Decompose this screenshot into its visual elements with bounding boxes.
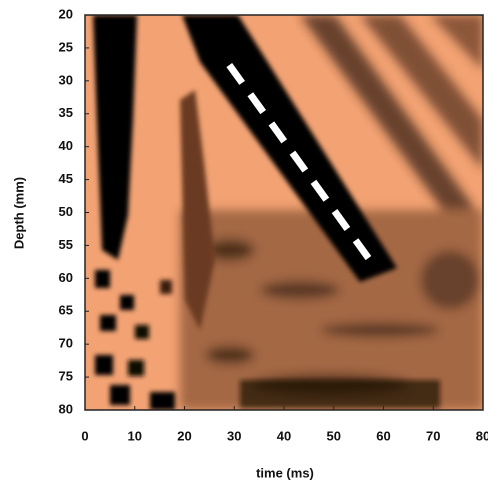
x-tick-label: 0 (81, 428, 88, 443)
y-tick-label: 55 (59, 237, 73, 252)
y-tick-label: 60 (59, 270, 73, 285)
y-tick-label: 25 (59, 39, 73, 54)
x-tick-label: 30 (227, 428, 241, 443)
y-tick-label: 50 (59, 204, 73, 219)
y-tick-label: 70 (59, 336, 73, 351)
y-tick-label: 65 (59, 303, 73, 318)
y-tick-label: 40 (59, 138, 73, 153)
x-axis-label: time (ms) (256, 465, 314, 480)
y-tick-label: 45 (59, 171, 73, 186)
x-tick-label: 70 (426, 428, 440, 443)
y-tick-label: 80 (59, 401, 73, 416)
y-tick-label: 75 (59, 369, 73, 384)
x-tick-label: 60 (376, 428, 390, 443)
y-axis-label: Depth (mm) (11, 177, 26, 249)
heatmap-image (85, 15, 483, 410)
y-tick-label: 20 (59, 6, 73, 21)
y-tick-label: 35 (59, 105, 73, 120)
x-tick-label: 40 (277, 428, 291, 443)
chart: time (ms) Depth (mm) 0 10 20 30 40 50 60 70 80 20… (0, 0, 488, 487)
x-tick-label: 80 (476, 428, 488, 443)
x-tick-label: 20 (177, 428, 191, 443)
x-tick-label: 10 (128, 428, 142, 443)
y-tick-label: 30 (59, 72, 73, 87)
x-tick-label: 50 (327, 428, 341, 443)
